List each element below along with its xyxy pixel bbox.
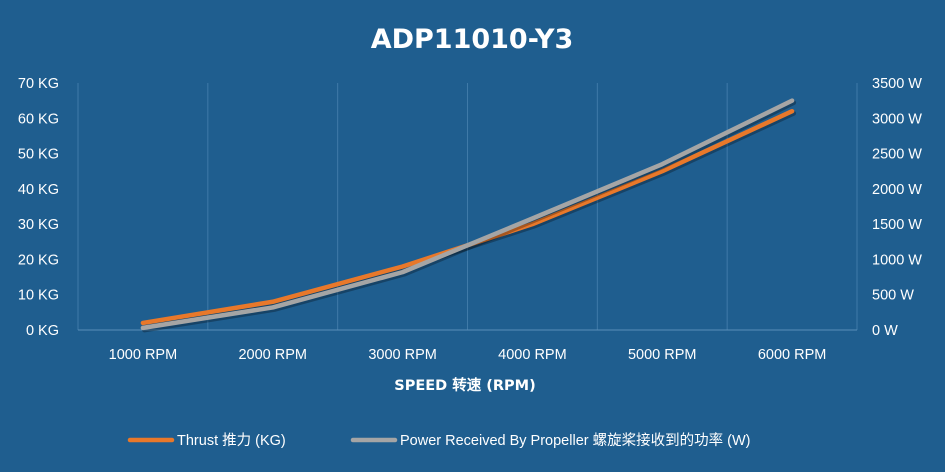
x-axis-title: SPEED 转速 (RPM) <box>394 376 536 394</box>
right-tick-label: 500 W <box>872 288 914 304</box>
left-tick-label: 20 KG <box>18 252 59 268</box>
left-tick-label: 60 KG <box>18 111 59 127</box>
chart-title: ADP11010-Y3 <box>371 24 574 55</box>
x-tick-label: 5000 RPM <box>628 347 697 363</box>
left-tick-label: 70 KG <box>18 76 59 92</box>
left-tick-label: 40 KG <box>18 182 59 198</box>
legend-item[interactable]: Thrust 推力 (KG) <box>130 432 286 449</box>
left-tick-label: 50 KG <box>18 147 59 163</box>
x-tick-label: 1000 RPM <box>109 347 178 363</box>
right-tick-label: 0 W <box>872 323 898 339</box>
x-tick-label: 2000 RPM <box>238 347 307 363</box>
x-axis-ticks: 1000 RPM 2000 RPM 3000 RPM 4000 RPM 5000 RPM… <box>109 347 827 363</box>
right-axis-ticks: 0 W 500 W 1000 W 1500 W 2000 W 2500 W 3000 W 35… <box>872 76 922 339</box>
series-line-shadow <box>144 113 793 325</box>
legend-item[interactable]: Power Received By Propeller 螺旋桨接收到的功率 (W… <box>353 432 750 449</box>
x-tick-label: 4000 RPM <box>498 347 567 363</box>
legend-label: Power Received By Propeller 螺旋桨接收到的功率 (W… <box>400 432 750 449</box>
right-tick-label: 2000 W <box>872 182 922 198</box>
left-tick-label: 10 KG <box>18 288 59 304</box>
right-tick-label: 1500 W <box>872 217 922 233</box>
series-lines <box>143 101 794 330</box>
right-tick-label: 2500 W <box>872 147 922 163</box>
right-tick-label: 3500 W <box>872 76 922 92</box>
left-axis-ticks: 0 KG 10 KG 20 KG 30 KG 40 KG 50 KG 60 KG 70 KG <box>18 76 59 339</box>
x-tick-label: 6000 RPM <box>758 347 827 363</box>
left-tick-label: 30 KG <box>18 217 59 233</box>
legend-label: Thrust 推力 (KG) <box>177 432 286 449</box>
left-tick-label: 0 KG <box>26 323 59 339</box>
right-tick-label: 3000 W <box>872 111 922 127</box>
x-tick-label: 3000 RPM <box>368 347 437 363</box>
right-tick-label: 1000 W <box>872 252 922 268</box>
series-line-shadow <box>144 103 793 330</box>
grid-lines <box>78 83 857 330</box>
legend[interactable]: Thrust 推力 (KG) Power Received By Propelle… <box>130 432 750 449</box>
